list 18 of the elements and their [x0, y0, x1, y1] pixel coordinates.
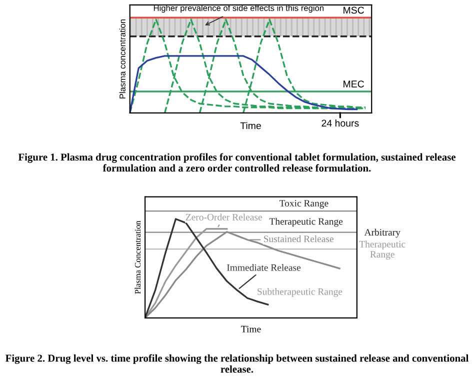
text: Figure 1. Plasma drug concentration profiles for conventional tablet formulation, sustained release formulation and a zero order controlled release formulation. [18, 153, 456, 172]
x-axis-title: Time [240, 122, 261, 130]
annotation: Therapeutic Range [269, 218, 343, 227]
text: Arbitrary [364, 228, 400, 238]
ref-line-label: MSC [344, 6, 364, 14]
series-label: Immediate Release [227, 264, 301, 271]
text: Figure 2. Drug level vs. time profile showing the relationship between sustained release and conventional release. [5, 354, 469, 373]
text: 24 hours [322, 119, 359, 127]
text: Higher prevalence of side effects in this region [154, 4, 324, 13]
y-axis-title: Plasma Concentration [134, 220, 141, 294]
series-label: Zero-Order Release [186, 214, 262, 220]
x-axis-title: Time [241, 326, 261, 332]
ref-line-label: MEC [344, 80, 364, 88]
y-axis-title: Plasma concentration [119, 19, 126, 98]
text: Toxic Range [279, 200, 328, 209]
annotation: Subtherapeutic Range [258, 288, 342, 297]
text: Therapeutic Range [359, 240, 406, 260]
legend-label: Sustained Release [264, 235, 334, 242]
